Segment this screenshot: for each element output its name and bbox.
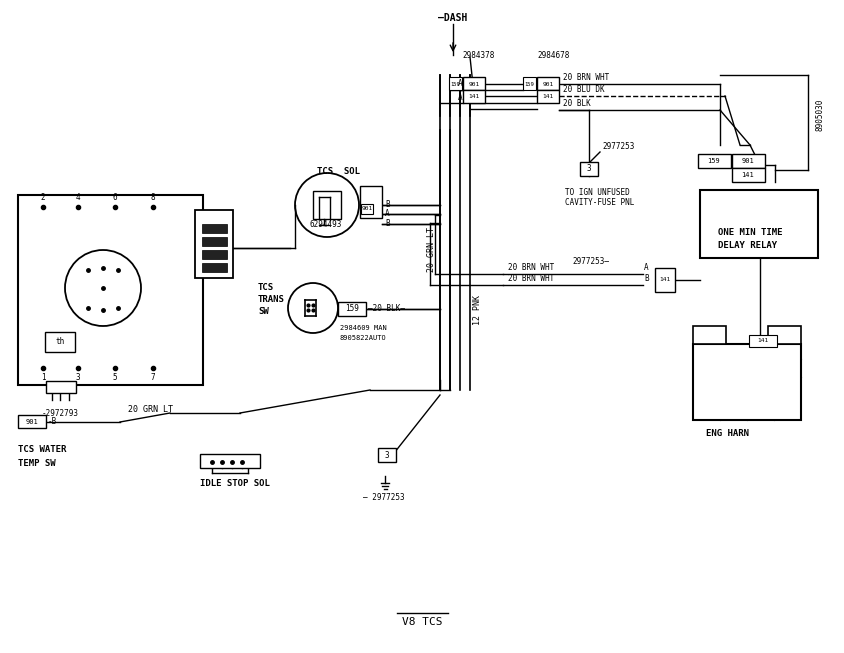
Text: TCS  SOL: TCS SOL bbox=[316, 168, 360, 176]
Text: 20 BRN WHT: 20 BRN WHT bbox=[562, 74, 609, 82]
Text: A: A bbox=[457, 93, 462, 101]
Bar bbox=[692, 344, 800, 420]
Text: 2984678: 2984678 bbox=[537, 50, 569, 59]
Text: A: A bbox=[643, 264, 648, 272]
Text: ENG HARN: ENG HARN bbox=[706, 428, 749, 438]
Text: 1: 1 bbox=[41, 374, 46, 383]
Bar bbox=[18, 415, 46, 428]
Text: B: B bbox=[643, 274, 648, 283]
Text: A: A bbox=[385, 210, 389, 219]
Text: 141: 141 bbox=[756, 338, 768, 343]
Bar bbox=[45, 332, 75, 352]
Text: 901: 901 bbox=[25, 419, 38, 425]
Bar bbox=[697, 154, 730, 168]
Text: 20 BLU DK: 20 BLU DK bbox=[562, 86, 604, 95]
Text: 5: 5 bbox=[112, 374, 117, 383]
Bar bbox=[692, 326, 725, 344]
Bar bbox=[360, 186, 381, 218]
Text: 7: 7 bbox=[150, 374, 155, 383]
Bar bbox=[195, 210, 233, 278]
Bar bbox=[537, 77, 559, 90]
Bar bbox=[312, 191, 341, 219]
Text: SW: SW bbox=[257, 308, 268, 317]
Text: 159: 159 bbox=[706, 158, 720, 164]
Text: 2984378: 2984378 bbox=[462, 50, 494, 59]
Text: DELAY RELAY: DELAY RELAY bbox=[717, 242, 776, 251]
Bar bbox=[448, 77, 462, 90]
Text: 901: 901 bbox=[542, 82, 553, 86]
Text: 8905030: 8905030 bbox=[814, 99, 824, 131]
Text: 901: 901 bbox=[468, 82, 479, 86]
Text: —DASH: —DASH bbox=[438, 13, 467, 23]
Bar bbox=[748, 335, 776, 347]
Bar bbox=[654, 268, 674, 292]
Text: 159: 159 bbox=[450, 82, 459, 86]
Bar bbox=[463, 90, 484, 103]
Text: 20 BRN WHT: 20 BRN WHT bbox=[507, 264, 554, 272]
Bar bbox=[579, 162, 598, 176]
Bar bbox=[699, 190, 817, 258]
Text: -2972793: -2972793 bbox=[42, 409, 78, 417]
Text: 6: 6 bbox=[112, 193, 117, 202]
Text: 141: 141 bbox=[468, 95, 479, 99]
Bar bbox=[200, 454, 260, 468]
Text: B: B bbox=[385, 219, 389, 229]
Text: — 2977253: — 2977253 bbox=[363, 494, 404, 503]
Bar bbox=[537, 90, 559, 103]
Bar bbox=[377, 448, 396, 462]
Bar bbox=[731, 154, 764, 168]
Bar bbox=[202, 263, 227, 272]
Text: 2: 2 bbox=[41, 193, 46, 202]
Text: ONE MIN TIME: ONE MIN TIME bbox=[717, 229, 782, 238]
Text: 141: 141 bbox=[658, 278, 670, 283]
Text: CAVITY-FUSE PNL: CAVITY-FUSE PNL bbox=[565, 199, 634, 208]
Text: th: th bbox=[56, 338, 64, 347]
Text: TRANS: TRANS bbox=[257, 296, 284, 304]
Bar bbox=[18, 195, 203, 385]
Text: 2977253—: 2977253— bbox=[571, 257, 609, 266]
Bar bbox=[202, 237, 227, 246]
Text: 6294493: 6294493 bbox=[310, 221, 342, 229]
Text: 20 GRN LT: 20 GRN LT bbox=[127, 406, 173, 415]
Text: 901: 901 bbox=[741, 158, 754, 164]
Text: A: A bbox=[457, 80, 462, 89]
Bar bbox=[360, 204, 372, 214]
Text: 20 GRN LT: 20 GRN LT bbox=[427, 227, 436, 272]
Text: 141: 141 bbox=[741, 172, 754, 178]
Text: 159: 159 bbox=[344, 304, 359, 313]
Text: 2984609 MAN: 2984609 MAN bbox=[339, 325, 387, 331]
Text: 159: 159 bbox=[523, 82, 533, 86]
Text: 3: 3 bbox=[384, 451, 389, 460]
Text: 12 PNK: 12 PNK bbox=[473, 295, 482, 325]
Text: -B: -B bbox=[48, 417, 57, 426]
Text: 20 BRN WHT: 20 BRN WHT bbox=[507, 274, 554, 283]
Text: 901: 901 bbox=[361, 206, 372, 212]
Text: 4: 4 bbox=[76, 193, 80, 202]
Bar bbox=[463, 77, 484, 90]
Bar bbox=[731, 168, 764, 182]
Text: TCS WATER: TCS WATER bbox=[18, 445, 67, 454]
Text: 141: 141 bbox=[542, 95, 553, 99]
Text: TCS: TCS bbox=[257, 283, 273, 293]
Text: 3: 3 bbox=[586, 165, 591, 174]
Text: —20 BLK—: —20 BLK— bbox=[368, 304, 404, 313]
Text: TEMP SW: TEMP SW bbox=[18, 458, 56, 468]
Bar bbox=[202, 224, 227, 233]
Bar bbox=[767, 326, 800, 344]
Text: 8: 8 bbox=[150, 193, 155, 202]
Bar bbox=[202, 250, 227, 259]
Text: 20 BLK: 20 BLK bbox=[562, 99, 590, 108]
Text: TO IGN UNFUSED: TO IGN UNFUSED bbox=[565, 189, 629, 197]
Bar bbox=[522, 77, 535, 90]
Text: 8905822AUTO: 8905822AUTO bbox=[339, 335, 387, 341]
Bar bbox=[338, 302, 365, 316]
Text: 2977253: 2977253 bbox=[601, 142, 634, 151]
Bar bbox=[46, 381, 76, 393]
Text: B: B bbox=[385, 200, 389, 210]
Text: 3: 3 bbox=[76, 374, 80, 383]
Text: V8 TCS: V8 TCS bbox=[401, 617, 441, 627]
Text: IDLE STOP SOL: IDLE STOP SOL bbox=[200, 479, 269, 488]
